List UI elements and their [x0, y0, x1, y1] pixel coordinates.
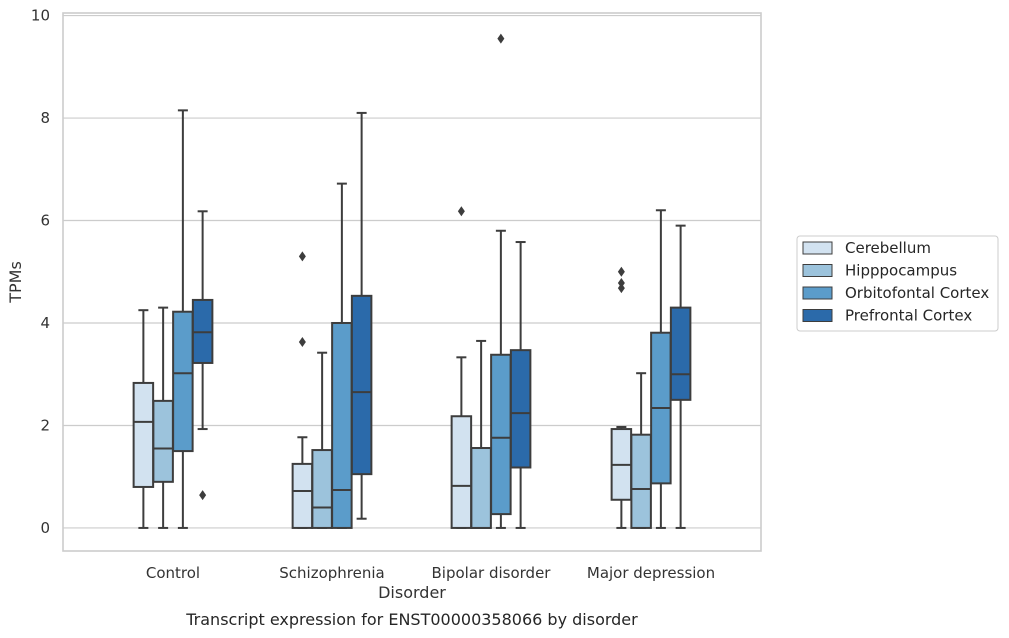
outlier-point [617, 278, 625, 289]
box-iqr [350, 294, 373, 476]
box-iqr [669, 306, 692, 401]
plot-frame [62, 12, 762, 552]
box-prefrontal-cortex [669, 224, 692, 529]
box-hipppocampus [152, 306, 174, 529]
box-iqr [490, 353, 512, 516]
box-hipppocampus [311, 351, 333, 529]
legend-swatch [802, 241, 833, 255]
box-prefrontal-cortex [191, 210, 214, 501]
legend: Cerebellum Hipppocampus Orbitofontal Corte… [796, 235, 999, 332]
box-iqr [311, 449, 333, 529]
legend-swatch [802, 309, 833, 322]
box-orbitofontal-cortex [331, 182, 353, 529]
box-iqr [172, 310, 194, 453]
y-axis-title: TPMs [6, 261, 25, 304]
box-prefrontal-cortex [350, 111, 373, 520]
legend-label: Cerebellum [845, 239, 931, 257]
legend-label: Hipppocampus [845, 262, 957, 280]
legend-swatch [802, 286, 833, 300]
x-axis-title: Disorder [378, 583, 446, 602]
x-tick-label: Control [146, 564, 200, 582]
y-tick-labels: 0 2 4 6 8 10 [31, 7, 50, 537]
box-cerebellum [132, 309, 155, 529]
x-tick-label: Schizophrenia [279, 564, 384, 582]
legend-label: Orbitofontal Cortex [845, 284, 989, 302]
legend-label: Prefrontal Cortex [845, 307, 972, 325]
box-iqr [509, 349, 532, 469]
box-iqr [630, 433, 652, 529]
box-prefrontal-cortex [509, 241, 532, 529]
y-tick-label: 2 [40, 416, 50, 434]
outlier-point [497, 33, 505, 44]
box-iqr [470, 447, 492, 529]
y-tick-label: 4 [40, 314, 50, 332]
legend-frame [796, 235, 999, 332]
outlier-point [617, 283, 625, 294]
x-tick-label: Bipolar disorder [432, 564, 552, 582]
box-iqr [450, 415, 473, 529]
box-iqr [152, 399, 174, 483]
box-plots [132, 33, 692, 529]
box-orbitofontal-cortex [172, 109, 194, 529]
box-hipppocampus [630, 372, 652, 529]
box-iqr [291, 462, 314, 529]
outlier-point [298, 336, 306, 347]
y-tick-label: 6 [40, 212, 50, 230]
outlier-point [298, 251, 306, 262]
outlier-point [457, 206, 465, 217]
x-tick-label: Major depression [587, 564, 715, 582]
box-iqr [132, 381, 155, 488]
box-orbitofontal-cortex [650, 209, 672, 529]
y-tick-label: 0 [40, 519, 50, 537]
box-iqr [331, 321, 353, 529]
chart-caption: Transcript expression for ENST0000035806… [185, 610, 638, 629]
box-cerebellum [291, 251, 314, 529]
legend-swatch [802, 264, 833, 277]
outlier-point [617, 266, 625, 277]
y-tick-label: 8 [40, 109, 50, 127]
outlier-point [199, 490, 207, 501]
box-hipppocampus [470, 339, 492, 529]
y-tick-label: 10 [31, 7, 50, 25]
x-tick-labels: Control Schizophrenia Bipolar disorder Majo… [146, 564, 715, 582]
